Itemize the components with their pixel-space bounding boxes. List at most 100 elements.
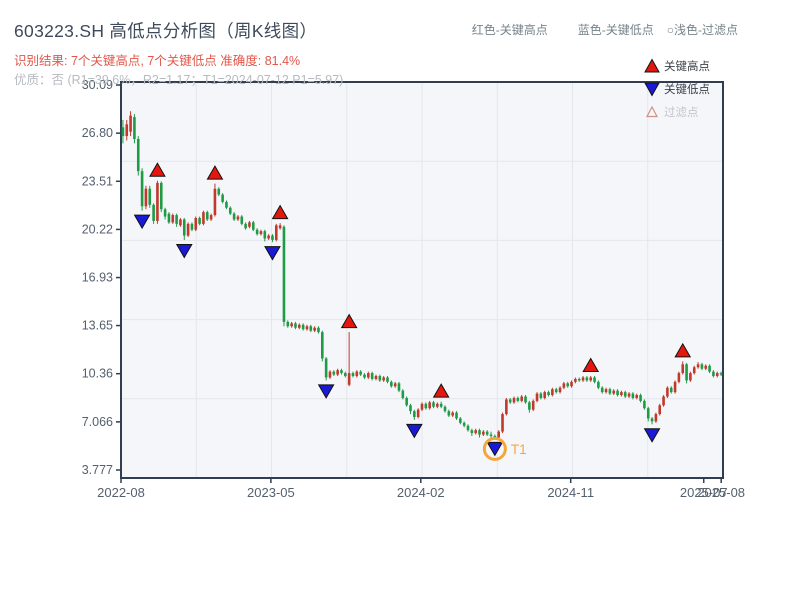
candle-up bbox=[393, 383, 397, 387]
candle-down bbox=[470, 430, 474, 434]
candle-up bbox=[171, 215, 175, 223]
candle-down bbox=[585, 377, 589, 381]
candle-down bbox=[539, 393, 543, 398]
candle-down bbox=[309, 326, 313, 331]
candle-down bbox=[244, 223, 247, 229]
candle-up bbox=[248, 222, 251, 227]
candle-down bbox=[593, 377, 596, 382]
candle-down bbox=[646, 408, 650, 419]
candle-up bbox=[581, 377, 585, 381]
candle-down bbox=[324, 358, 328, 378]
candle-down bbox=[205, 212, 209, 220]
candle-down bbox=[363, 374, 366, 378]
candle-down bbox=[639, 395, 642, 401]
candle-up bbox=[474, 430, 477, 434]
candle-up bbox=[267, 235, 270, 239]
y-axis-label: 20.22 bbox=[82, 222, 113, 236]
candle-down bbox=[344, 373, 347, 377]
candle-up bbox=[620, 392, 623, 396]
candle-down bbox=[685, 364, 688, 381]
candle-down bbox=[401, 390, 405, 398]
candle-down bbox=[455, 412, 458, 419]
candle-up bbox=[129, 115, 132, 132]
top-legend-key-high: 红色-关键高点 bbox=[471, 23, 548, 37]
candle-down bbox=[148, 188, 152, 205]
candle-up bbox=[658, 405, 662, 415]
candle-up bbox=[382, 377, 385, 381]
candle-down bbox=[493, 436, 497, 438]
candle-down bbox=[447, 411, 451, 416]
page-title: 603223.SH 高低点分析图（周K线图） bbox=[14, 21, 318, 41]
candle-up bbox=[436, 403, 439, 407]
candle-up bbox=[612, 390, 616, 394]
candle-down bbox=[466, 425, 470, 431]
top-legend-filtered: ○浅色-过滤点 bbox=[666, 23, 738, 37]
candle-up bbox=[420, 403, 424, 410]
candle-down bbox=[386, 377, 389, 382]
y-axis-label: 30.09 bbox=[82, 78, 113, 92]
candle-down bbox=[133, 117, 136, 139]
candle-up bbox=[125, 124, 129, 137]
x-axis-label: 2024-11 bbox=[547, 485, 594, 500]
candle-up bbox=[144, 188, 148, 207]
candle-down bbox=[405, 397, 408, 406]
candle-down bbox=[140, 171, 144, 207]
candle-down bbox=[577, 378, 581, 381]
x-axis-label: 2024-02 bbox=[397, 485, 445, 500]
candle-down bbox=[301, 324, 305, 330]
candle-down bbox=[616, 390, 619, 396]
candle-down bbox=[566, 383, 570, 387]
candle-down bbox=[152, 204, 155, 221]
candle-up bbox=[666, 387, 669, 397]
candle-up bbox=[604, 389, 608, 393]
candle-up bbox=[305, 326, 309, 330]
candle-down bbox=[708, 365, 711, 372]
candle-up bbox=[482, 431, 485, 435]
candle-up bbox=[451, 412, 454, 416]
x-axis-label: 2025-08 bbox=[697, 485, 745, 500]
candle-up bbox=[654, 414, 658, 422]
candle-down bbox=[198, 218, 201, 224]
candle-down bbox=[554, 389, 558, 393]
key-low-marker bbox=[486, 441, 504, 457]
candle-up bbox=[558, 387, 562, 393]
candle-down bbox=[286, 321, 290, 327]
x-axis-label: 2023-05 bbox=[247, 485, 295, 500]
candle-down bbox=[232, 213, 236, 220]
key-high-marker bbox=[149, 162, 166, 177]
candle-up bbox=[313, 327, 316, 331]
candle-down bbox=[163, 209, 167, 217]
candle-up bbox=[570, 381, 573, 387]
top-color-legend: 红色-关键高点 蓝色-关键低点 ○浅色-过滤点 bbox=[472, 21, 738, 38]
candle-up bbox=[589, 377, 593, 381]
legend-down-triangle-icon bbox=[644, 82, 660, 97]
candle-up bbox=[328, 371, 332, 378]
candle-up bbox=[416, 409, 420, 417]
candle-down bbox=[378, 376, 382, 381]
candle-down bbox=[443, 406, 447, 412]
candle-down bbox=[669, 387, 673, 393]
candle-up bbox=[543, 392, 547, 398]
x-axis-label: 2025-07 bbox=[680, 485, 728, 500]
top-legend-key-low: 蓝色-关键低点 bbox=[577, 23, 654, 37]
candle-down bbox=[136, 138, 140, 172]
candle-down bbox=[351, 373, 355, 377]
candle-down bbox=[317, 327, 320, 333]
candle-down bbox=[643, 400, 646, 409]
candle-up bbox=[662, 396, 665, 406]
candle-down bbox=[462, 422, 466, 426]
candle-down bbox=[413, 411, 416, 417]
candle-down bbox=[390, 381, 393, 387]
key-high-marker bbox=[582, 357, 600, 373]
y-axis-label: 16.93 bbox=[82, 271, 113, 285]
candle-down bbox=[478, 430, 481, 435]
candle-down bbox=[294, 323, 297, 328]
candle-down bbox=[719, 373, 723, 375]
candle-down bbox=[359, 371, 362, 375]
candle-up bbox=[428, 402, 431, 409]
candle-down bbox=[255, 229, 259, 235]
candle-down bbox=[547, 392, 550, 396]
legend-up-triangle-icon bbox=[644, 58, 660, 73]
candle-down bbox=[332, 371, 336, 375]
